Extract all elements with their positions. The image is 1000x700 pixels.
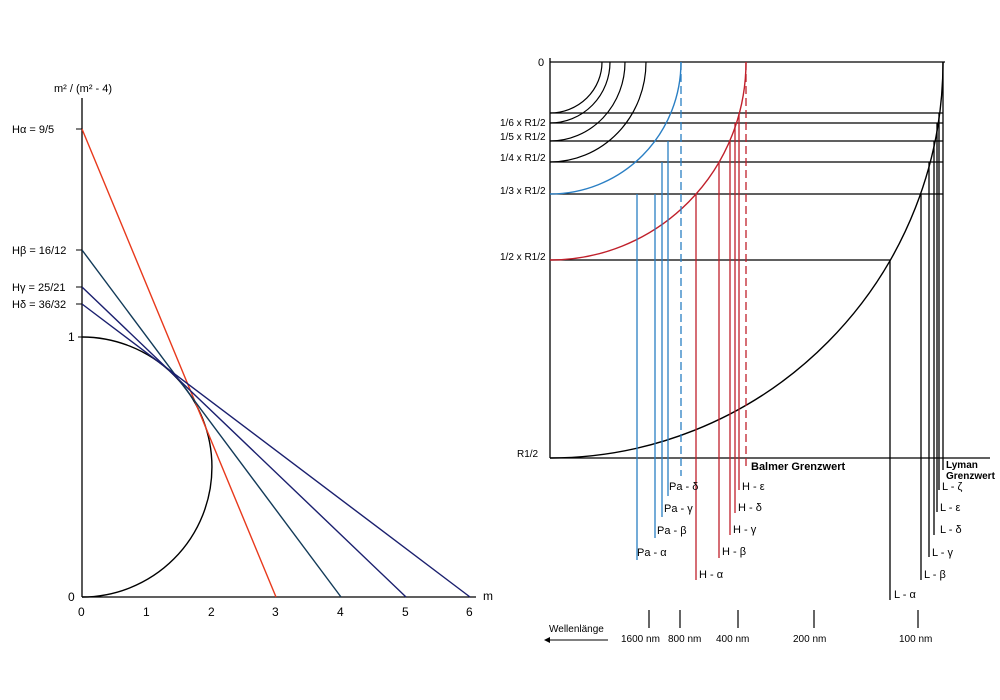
label-l-zeta: L - ζ <box>942 481 962 493</box>
arc-level-small-1 <box>549 61 603 114</box>
wl-label-200: 200 nm <box>793 634 826 645</box>
x-tick-label: 1 <box>143 605 150 619</box>
wavelength-arrowhead <box>544 637 550 643</box>
left-x-axis-label: m <box>483 589 493 603</box>
right-y-label-1-2: 1/2 x R1/2 <box>500 252 546 263</box>
label-l-gamma: L - γ <box>932 547 953 559</box>
arc-level-small-2 <box>549 61 611 124</box>
label-h-delta-line: H - δ <box>738 502 762 514</box>
x-tick-label: 0 <box>78 605 85 619</box>
line-h-beta <box>81 249 342 598</box>
label-l-delta: L - δ <box>940 524 962 536</box>
right-y-label-r: R1/2 <box>517 449 539 460</box>
arc-balmer <box>549 61 747 261</box>
x-tick-label: 3 <box>272 605 279 619</box>
arc-paschen <box>549 61 682 195</box>
wl-label-400: 400 nm <box>716 634 749 645</box>
x-tick-label: 4 <box>337 605 344 619</box>
label-balmer-limit: Balmer Grenzwert <box>751 461 845 473</box>
wavelength-label: Wellenlänge <box>549 624 604 635</box>
label-pa-gamma: Pa - γ <box>664 503 693 515</box>
y-tick-label: 0 <box>68 590 75 604</box>
y-tick-label: 1 <box>68 330 75 344</box>
label-h-alpha-line: H - α <box>699 569 724 581</box>
unit-semicircle <box>81 336 213 598</box>
label-l-epsilon: L - ε <box>940 502 960 514</box>
label-h-delta: Hδ = 36/32 <box>12 299 66 311</box>
label-l-alpha: L - α <box>894 589 916 601</box>
wl-label-800: 800 nm <box>668 634 701 645</box>
label-pa-alpha: Pa - α <box>637 547 667 559</box>
arc-lyman <box>549 61 944 459</box>
wl-label-1600: 1600 nm <box>621 634 660 645</box>
arc-level-small-3 <box>549 61 626 142</box>
label-l-beta: L - β <box>924 569 946 581</box>
right-y-label-1-6: 1/6 x R1/2 <box>500 118 546 129</box>
line-h-delta <box>81 303 471 598</box>
right-diagram: 0 1/6 x R1/2 1/5 x R1/2 1/4 x R1/2 1/3 x… <box>500 57 996 645</box>
wl-label-100: 100 nm <box>899 634 932 645</box>
right-y-label-1-4: 1/4 x R1/2 <box>500 153 546 164</box>
wavelength-scale: Wellenlänge 1600 nm 800 nm 400 nm 200 nm… <box>544 610 932 645</box>
label-lyman-limit: Lyman Grenzwert <box>946 460 996 482</box>
label-h-gamma-line: H - γ <box>733 524 757 536</box>
line-h-alpha <box>81 128 277 598</box>
line-h-gamma <box>81 286 407 598</box>
label-h-gamma: Hγ = 25/21 <box>12 282 66 294</box>
label-pa-delta: Pa - δ <box>669 481 698 493</box>
left-y-axis-label: m² / (m² - 4) <box>54 83 112 95</box>
label-h-alpha: Hα = 9/5 <box>12 124 54 136</box>
left-x-ticks: 0 1 2 3 4 5 6 <box>78 605 473 619</box>
left-diagram: m² / (m² - 4) m 0 1 2 3 4 5 6 0 1 Hα = 9… <box>12 83 493 619</box>
right-y-label-0: 0 <box>538 57 544 69</box>
label-h-beta: Hβ = 16/12 <box>12 245 66 257</box>
x-tick-label: 5 <box>402 605 409 619</box>
x-tick-label: 6 <box>466 605 473 619</box>
label-h-epsilon-line: H - ε <box>742 481 765 493</box>
label-pa-beta: Pa - β <box>657 525 687 537</box>
arc-level-small-4 <box>549 61 647 163</box>
right-y-label-1-3: 1/3 x R1/2 <box>500 186 546 197</box>
x-tick-label: 2 <box>208 605 215 619</box>
label-h-beta-line: H - β <box>722 546 746 558</box>
right-y-label-1-5: 1/5 x R1/2 <box>500 132 546 143</box>
